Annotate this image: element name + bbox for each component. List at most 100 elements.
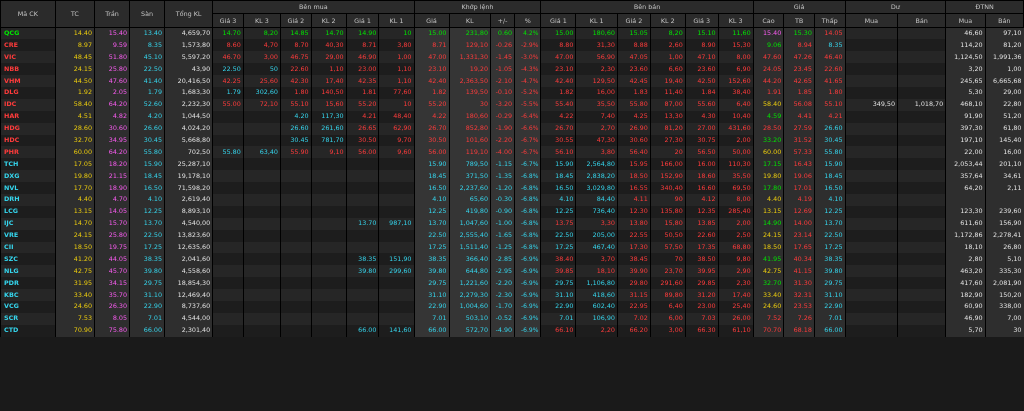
header-buy-col[interactable]: KL 1 [378, 13, 415, 28]
table-row[interactable]: QCG 14.40 15.40 13.40 4,659,70 14.70 8,20 14.85… [0, 27, 1024, 40]
header-buy-col[interactable]: Giá 2 [280, 13, 312, 28]
foreign-sell: 201,10 [984, 158, 1024, 171]
high-price: 24.60 [752, 300, 784, 313]
header-symbol[interactable]: Mã CK [0, 0, 56, 28]
table-row[interactable]: HAR 4.51 4.82 4.20 1,044,50 4.20 117,30 4.21 48,… [0, 110, 1024, 123]
header-sell-col[interactable]: KL 1 [575, 13, 618, 28]
ceiling-price: 4.70 [94, 193, 130, 206]
bid-price-2 [280, 229, 312, 242]
low-price: 18.45 [813, 170, 846, 183]
bid-vol-2 [310, 193, 347, 206]
table-row[interactable]: CII 18.50 19.75 17.25 12,635,60 17.25 1,511,40… [0, 241, 1024, 254]
header-match-col[interactable]: % [514, 13, 542, 28]
bid-vol-2: 9,10 [310, 146, 347, 159]
ask-price-2: 18.50 [616, 170, 651, 183]
header-foreign-col[interactable]: Bán [984, 13, 1024, 28]
table-row[interactable]: HDG 28.60 30.60 26.60 4,024,20 26.60 261,60 26.… [0, 122, 1024, 135]
header-sell-col[interactable]: Giá 2 [616, 13, 651, 28]
header-price-col[interactable]: Cao [752, 13, 785, 28]
avg-price: 1.85 [783, 86, 815, 99]
ask-price-1: 47.00 [540, 51, 576, 64]
header-price-col[interactable]: TB [783, 13, 815, 28]
table-row[interactable]: VCG 24.60 26.30 22.90 8,737,60 22.90 1,004,60-… [0, 300, 1024, 313]
header-match-col[interactable]: KL [448, 13, 492, 28]
header-buy-col[interactable]: Giá 3 [212, 13, 244, 28]
ask-price-3: 23.60 [684, 63, 719, 76]
table-row[interactable]: DLG 1.92 2.05 1.79 1,683,30 1.79 302,60 1.80 140… [0, 86, 1024, 99]
bid-price-3 [212, 324, 244, 337]
ask-vol-1: 129,50 [575, 75, 618, 87]
table-row[interactable]: SZC 41.20 44.05 38.35 2,041,60 38.35 151,90 38.… [0, 253, 1024, 266]
table-row[interactable]: LCG 13.15 14.05 12.25 8,893,10 12.25 419,80 -0.… [0, 205, 1024, 218]
ask-vol-1: 35,50 [575, 98, 618, 111]
header-ceiling[interactable]: Trần [94, 0, 131, 28]
ask-vol-3: 2,30 [717, 277, 754, 290]
bid-vol-1: 9,70 [378, 134, 414, 147]
ask-vol-3: 2,90 [717, 265, 754, 278]
symbol-cell: NBB [0, 63, 56, 76]
foreign-sell: 97,10 [984, 27, 1024, 40]
table-row[interactable]: CTD 70.90 75.80 66.00 2,301,40 66.00 141,60 66.… [0, 324, 1024, 337]
header-match-col[interactable]: +/- [490, 13, 516, 28]
table-row[interactable]: DXG 19.80 21.15 18.45 19,178,10 18.45 371,50 -1… [0, 170, 1024, 183]
change-percent: -6.8% [514, 217, 541, 230]
header-total-volume[interactable]: Tổng KL [164, 0, 214, 28]
header-floor[interactable]: Sàn [129, 0, 166, 28]
header-sell-col[interactable]: KL 2 [649, 13, 686, 28]
header-sell-col[interactable]: Giá 1 [540, 13, 577, 28]
header-buy-col[interactable]: KL 2 [310, 13, 347, 28]
table-row[interactable]: IDC 58.40 64.20 52.60 2,232,30 55.00 72,10 55.1… [0, 98, 1024, 111]
ask-vol-1: 467,40 [575, 241, 618, 254]
table-row[interactable]: SCR 7.53 8.05 7.01 4,544,00 7.01 503,10 -0.52 -6… [0, 312, 1024, 325]
bid-price-3: 42.25 [212, 75, 244, 87]
table-row[interactable]: VIC 48.45 51.80 45.10 5,597,20 46.70 3,00 46.75… [0, 51, 1024, 64]
table-row[interactable]: CRE 8.97 9.59 8.35 1,573,80 8.60 4,70 8.70 40,30… [0, 39, 1024, 52]
ask-price-3: 42.50 [684, 75, 719, 87]
bid-vol-2: 261,60 [310, 122, 347, 135]
table-row[interactable]: HDC 32.70 34.95 30.45 5,668,80 30.45 781,70 30.… [0, 134, 1024, 147]
header-match-col[interactable]: Giá [413, 13, 450, 28]
floor-price: 7.01 [129, 312, 165, 325]
match-price: 18.45 [413, 170, 449, 183]
change-percent: -6.7% [514, 158, 541, 171]
table-row[interactable]: PDR 31.95 34.15 29.75 18,854,30 29.75 1,221,60… [0, 277, 1024, 290]
remain-sell [897, 86, 946, 99]
table-row[interactable]: IJC 14.70 15.70 13.70 4,540,00 13.70 987,10 13.… [0, 217, 1024, 230]
table-row[interactable]: NLG 42.75 45.70 39.80 4,558,60 39.80 299,60 39.… [0, 265, 1024, 278]
remain-buy [844, 122, 898, 135]
table-row[interactable]: PHR 60.00 64.20 55.80 702,50 55.80 63,40 55.90 9… [0, 146, 1024, 159]
table-row[interactable]: NVL 17.70 18.90 16.50 71,598,20 16.50 2,237,60… [0, 182, 1024, 194]
header-buy-col[interactable]: KL 3 [242, 13, 282, 28]
bid-price-1 [345, 300, 379, 313]
table-row[interactable]: TCH 17.05 18.20 15.90 25,287,10 15.90 789,50 -1… [0, 158, 1024, 171]
remain-buy [844, 300, 898, 313]
table-row[interactable]: NBB 24.15 25.80 22.50 43,90 22.50 50 22.60 1,10 2… [0, 63, 1024, 76]
low-price: 7.01 [813, 312, 846, 325]
match-price: 16.50 [413, 182, 449, 194]
remain-buy [844, 170, 898, 183]
change: -0.90 [490, 205, 515, 218]
total-volume: 71,598,20 [164, 182, 213, 194]
table-row[interactable]: DRH 4.40 4.70 4.10 2,619,40 4.10 65,60 -0.30 -6.… [0, 193, 1024, 206]
floor-price: 15.90 [129, 158, 165, 171]
table-row[interactable]: KBC 33.40 35.70 31.10 12,469,40 31.10 2,279,30… [0, 289, 1024, 301]
header-sell-col[interactable]: KL 3 [717, 13, 754, 28]
ask-vol-1: 16,00 [575, 86, 618, 99]
header-price-col[interactable]: Thấp [813, 13, 846, 28]
header-buy-col[interactable]: Giá 1 [345, 13, 380, 28]
low-price: 8.35 [813, 39, 846, 52]
bid-price-1 [345, 182, 379, 194]
match-vol: 1,221,60 [448, 277, 491, 290]
symbol-cell: PHR [0, 146, 56, 159]
table-row[interactable]: VRE 24.15 25.80 22.50 13,823,60 22.50 2,555,40… [0, 229, 1024, 242]
header-remain-col[interactable]: Bán [897, 13, 947, 28]
header-foreign-col[interactable]: Mua [945, 13, 986, 28]
header-ref[interactable]: TC [54, 0, 96, 28]
table-row[interactable]: VHM 44.50 47.60 41.40 20,416,50 42.25 25,60 42.… [0, 75, 1024, 87]
change: -1.15 [490, 158, 515, 171]
ceiling-price: 51.80 [94, 51, 130, 64]
total-volume: 18,854,30 [164, 277, 213, 290]
change: -2.20 [490, 277, 515, 290]
header-sell-col[interactable]: Giá 3 [684, 13, 719, 28]
header-remain-col[interactable]: Mua [844, 13, 899, 28]
